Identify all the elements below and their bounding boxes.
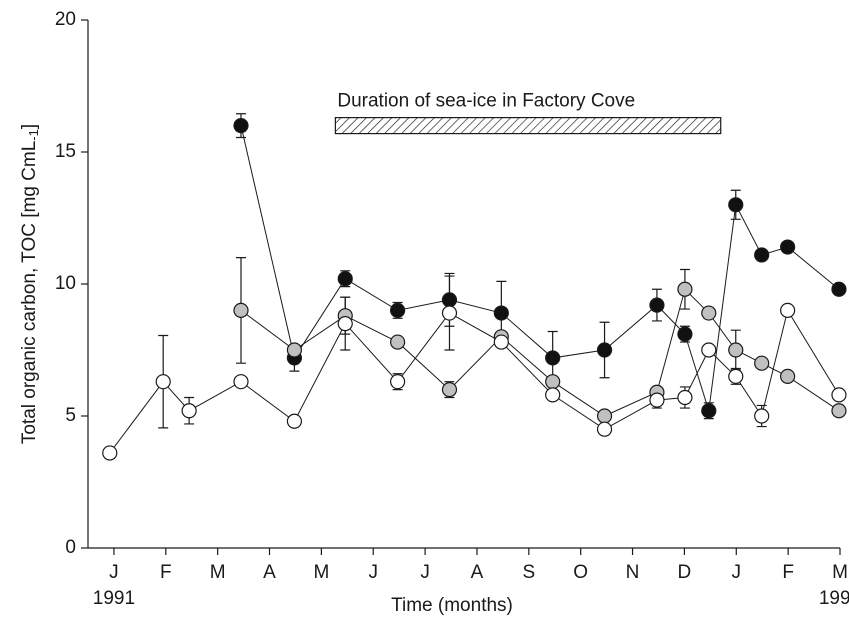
data-point bbox=[677, 281, 693, 297]
sea-ice-bar bbox=[334, 116, 722, 135]
x-tick-label: O bbox=[573, 562, 588, 583]
data-point bbox=[754, 355, 770, 371]
data-point bbox=[390, 374, 406, 390]
y-tick-label: 0 bbox=[65, 537, 76, 558]
data-point bbox=[545, 374, 561, 390]
data-point bbox=[677, 389, 693, 406]
data-point bbox=[780, 368, 796, 384]
data-point bbox=[337, 316, 353, 332]
x-tick-label: M bbox=[210, 562, 226, 583]
x-tick-label: J bbox=[420, 562, 430, 583]
data-point bbox=[493, 305, 509, 321]
data-point bbox=[233, 117, 249, 134]
data-point bbox=[831, 281, 847, 297]
y-tick-label: 20 bbox=[55, 9, 76, 30]
data-point bbox=[780, 302, 796, 318]
data-point bbox=[728, 342, 744, 358]
year-label: 1991 bbox=[93, 588, 135, 609]
data-point bbox=[728, 197, 744, 213]
data-point bbox=[754, 408, 770, 424]
x-tick-label: J bbox=[109, 562, 119, 583]
series-line bbox=[240, 125, 840, 411]
y-tick-label: 5 bbox=[65, 405, 76, 426]
data-point bbox=[286, 413, 303, 429]
y-axis-label: Total organic carbon, TOC [mg CmL-1] bbox=[19, 124, 41, 444]
data-point bbox=[102, 445, 118, 461]
data-point bbox=[649, 297, 665, 313]
data-point bbox=[155, 374, 171, 390]
data-point bbox=[545, 387, 561, 403]
data-point bbox=[649, 392, 665, 408]
data-point bbox=[181, 403, 197, 419]
x-tick-label: J bbox=[368, 562, 378, 583]
series-line bbox=[109, 309, 840, 454]
data-point bbox=[233, 302, 249, 318]
x-tick-label: S bbox=[522, 562, 535, 583]
y-axis-label-text: Total organic carbon, TOC [mg CmL bbox=[19, 141, 40, 444]
x-tick-label: J bbox=[732, 562, 742, 583]
y-axis-label-sub: -1 bbox=[26, 129, 41, 141]
y-axis-label-end: ] bbox=[19, 124, 40, 129]
x-tick-label: N bbox=[626, 562, 640, 583]
x-tick-label: D bbox=[678, 562, 692, 583]
data-point bbox=[701, 305, 717, 321]
x-tick-label: F bbox=[160, 562, 172, 583]
year-label: 1992 bbox=[819, 588, 849, 609]
data-point bbox=[390, 334, 406, 350]
data-point bbox=[701, 403, 717, 419]
annotation: Duration of sea-ice in Factory Cove bbox=[337, 91, 635, 112]
data-point bbox=[337, 271, 353, 287]
data-point bbox=[286, 342, 303, 358]
data-point bbox=[754, 247, 770, 263]
data-point bbox=[831, 387, 847, 403]
data-point bbox=[493, 334, 509, 350]
data-point bbox=[677, 326, 693, 342]
data-point bbox=[596, 342, 613, 358]
x-tick-label: A bbox=[471, 562, 484, 583]
y-tick-label: 15 bbox=[55, 141, 76, 162]
data-point bbox=[390, 302, 406, 318]
data-point bbox=[441, 305, 458, 321]
data-point bbox=[441, 382, 458, 398]
data-point bbox=[545, 350, 561, 366]
data-point bbox=[233, 374, 249, 390]
x-tick-label: A bbox=[263, 562, 276, 583]
x-tick-label: M bbox=[832, 562, 848, 583]
x-axis-label: Time (months) bbox=[391, 595, 513, 616]
data-point bbox=[596, 408, 613, 424]
data-point bbox=[728, 368, 744, 384]
x-tick-label: F bbox=[782, 562, 794, 583]
data-point bbox=[780, 239, 796, 255]
x-tick-label: M bbox=[313, 562, 329, 583]
data-point bbox=[701, 342, 717, 358]
data-point bbox=[831, 403, 847, 419]
data-point bbox=[596, 421, 613, 437]
y-tick-label: 10 bbox=[55, 273, 76, 294]
data-point bbox=[441, 292, 458, 308]
